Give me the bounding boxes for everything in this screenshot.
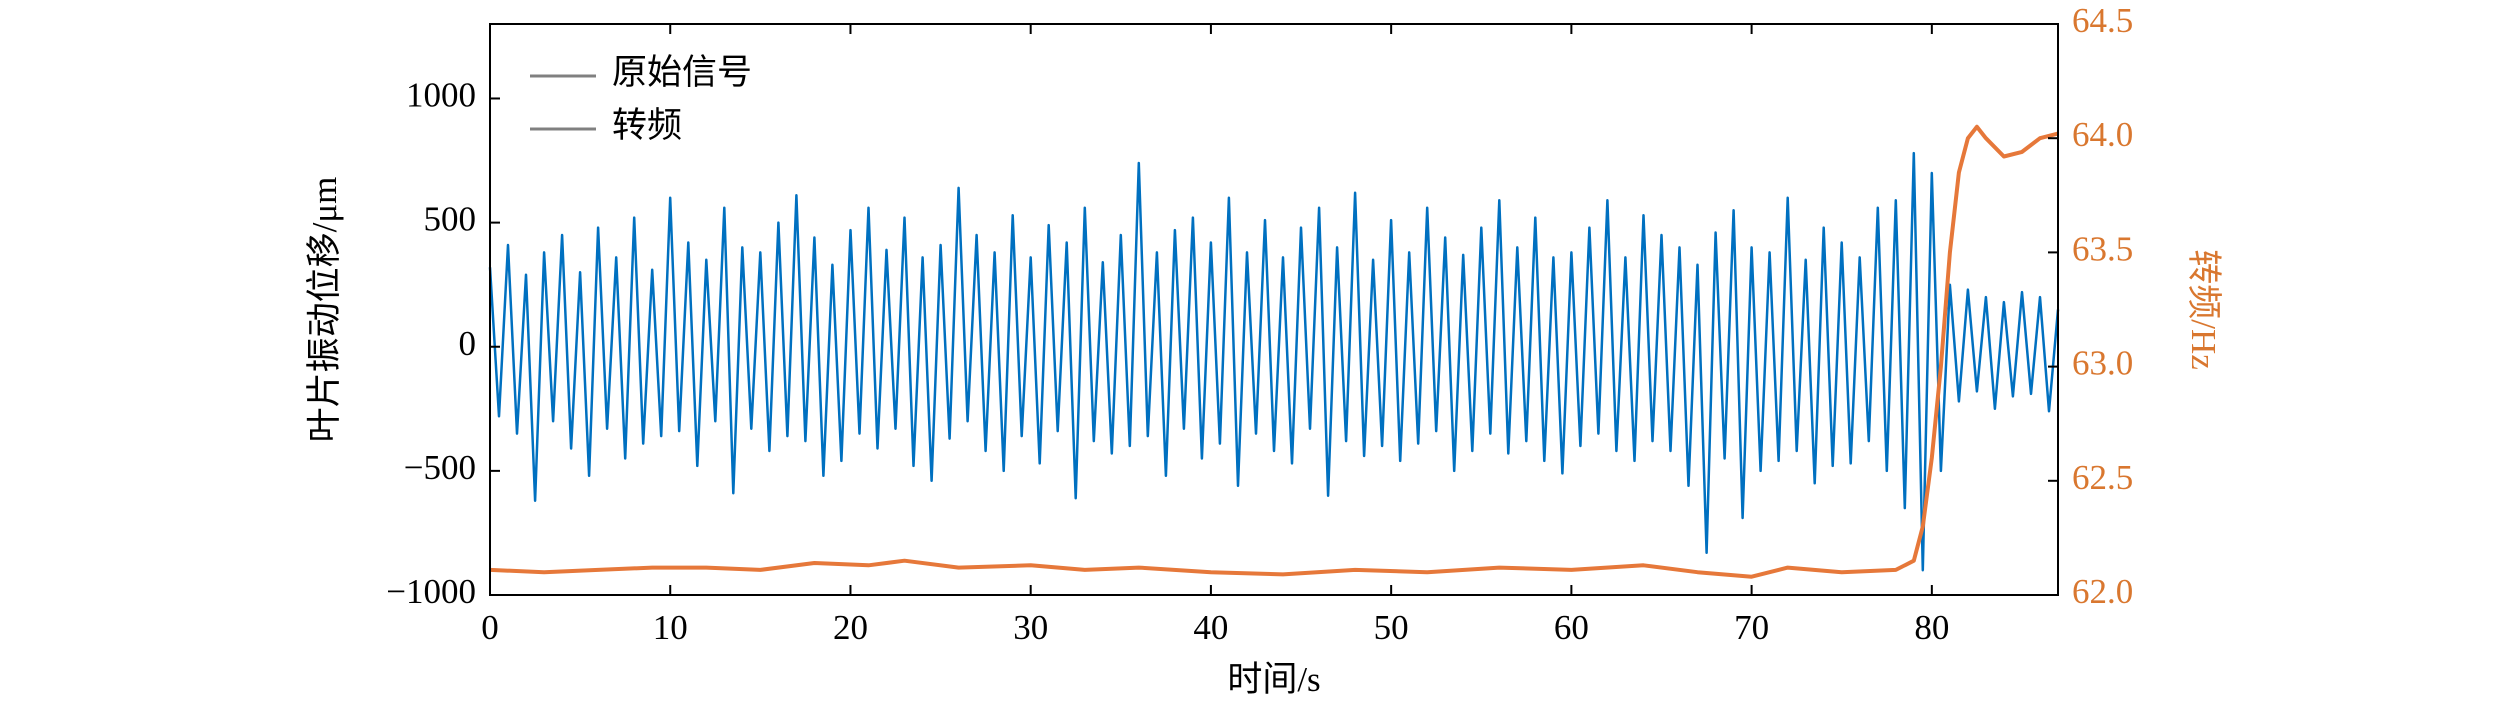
x-axis-label: 时间/s xyxy=(1227,660,1320,699)
y2-tick-label: 64.0 xyxy=(2072,115,2133,154)
data-line xyxy=(489,124,2059,579)
y-tick-label: 1000 xyxy=(406,76,476,115)
y-axis-label: 叶片振动位移/μm xyxy=(305,177,344,443)
y2-axis-label: 转频/Hz xyxy=(2184,249,2223,370)
x-tick-label: 20 xyxy=(833,608,868,647)
plot-frame xyxy=(489,23,2059,596)
data-line xyxy=(488,151,2060,572)
x-tick-label: 0 xyxy=(481,608,499,647)
x-tick-label: 50 xyxy=(1374,608,1409,647)
y-tick-label: −500 xyxy=(404,448,476,487)
y2-tick-label: 63.0 xyxy=(2072,344,2133,383)
x-tick-label: 30 xyxy=(1013,608,1048,647)
x-tick-label: 80 xyxy=(1914,608,1949,647)
y2-tick-label: 62.0 xyxy=(2072,572,2133,611)
x-tick-label: 10 xyxy=(653,608,688,647)
legend-label: 转频 xyxy=(612,106,682,145)
y-tick-label: 0 xyxy=(459,324,477,363)
legend-label: 原始信号 xyxy=(612,53,752,92)
x-tick-label: 70 xyxy=(1734,608,1769,647)
y-tick-label: −1000 xyxy=(386,572,476,611)
y2-tick-label: 63.5 xyxy=(2072,229,2133,268)
y2-tick-label: 64.5 xyxy=(2072,1,2133,40)
y-tick-label: 500 xyxy=(424,200,477,239)
y2-tick-label: 62.5 xyxy=(2072,458,2133,497)
x-tick-label: 60 xyxy=(1554,608,1589,647)
x-tick-label: 40 xyxy=(1193,608,1228,647)
